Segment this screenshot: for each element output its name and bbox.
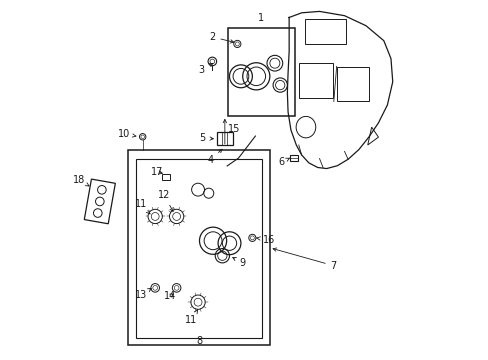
Text: 2: 2: [209, 32, 233, 43]
Text: 17: 17: [150, 167, 163, 177]
Text: 7: 7: [272, 248, 336, 271]
Text: 8: 8: [196, 337, 202, 346]
Bar: [298, 63, 332, 98]
Text: 9: 9: [232, 257, 245, 268]
Text: 15: 15: [227, 124, 240, 134]
Bar: [336, 67, 368, 102]
Bar: [228, 28, 294, 116]
Text: 11: 11: [135, 199, 150, 214]
Text: 4: 4: [207, 149, 222, 165]
Text: 5: 5: [199, 133, 213, 143]
Bar: [128, 150, 269, 345]
Text: 6: 6: [278, 157, 289, 167]
Text: 10: 10: [118, 129, 136, 139]
Bar: [217, 132, 232, 145]
Text: 18: 18: [73, 175, 89, 186]
Bar: [304, 18, 345, 44]
Text: 11: 11: [184, 310, 197, 325]
Text: 13: 13: [135, 288, 151, 300]
Text: 12: 12: [158, 190, 173, 211]
Bar: [289, 155, 298, 161]
Text: 14: 14: [164, 291, 176, 301]
Text: 1: 1: [258, 13, 264, 23]
Text: 16: 16: [256, 235, 274, 245]
Bar: [135, 159, 262, 338]
Bar: [162, 174, 170, 180]
Text: 3: 3: [198, 63, 212, 75]
